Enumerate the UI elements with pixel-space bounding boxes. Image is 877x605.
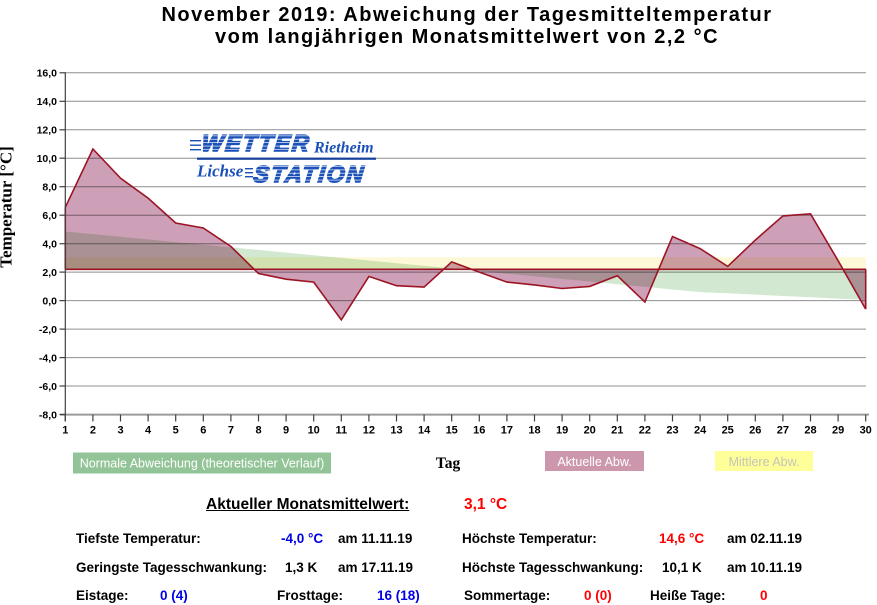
svg-text:16: 16 (473, 425, 485, 437)
svg-text:4,0: 4,0 (42, 239, 57, 251)
svg-text:-2,0: -2,0 (39, 324, 57, 336)
svg-text:8: 8 (255, 425, 261, 437)
svg-text:18: 18 (528, 425, 540, 437)
svg-text:Rietheim: Rietheim (313, 139, 374, 156)
svg-text:6,0: 6,0 (42, 210, 57, 222)
svg-text:2,0: 2,0 (42, 267, 57, 279)
svg-text:22: 22 (639, 425, 651, 437)
svg-text:Tag: Tag (436, 455, 461, 472)
svg-text:14: 14 (418, 425, 431, 437)
svg-text:25: 25 (722, 425, 734, 437)
svg-text:4: 4 (145, 425, 152, 437)
svg-text:9: 9 (283, 425, 289, 437)
svg-text:21: 21 (611, 425, 623, 437)
svg-text:12: 12 (363, 425, 375, 437)
svg-text:11: 11 (335, 425, 347, 437)
svg-text:7: 7 (228, 425, 234, 437)
svg-text:20: 20 (584, 425, 596, 437)
svg-text:24: 24 (694, 425, 707, 437)
svg-text:1: 1 (62, 425, 68, 437)
svg-text:Mittlere Abw.: Mittlere Abw. (729, 455, 800, 469)
svg-text:3: 3 (117, 425, 123, 437)
svg-text:-6,0: -6,0 (39, 381, 57, 393)
svg-text:10,0: 10,0 (37, 153, 58, 165)
svg-text:Aktuelle Abw.: Aktuelle Abw. (557, 455, 631, 469)
svg-text:0,0: 0,0 (42, 295, 57, 307)
svg-text:12,0: 12,0 (37, 125, 58, 137)
svg-text:5: 5 (173, 425, 179, 437)
svg-text:29: 29 (832, 425, 844, 437)
svg-text:Temperatur [°C]: Temperatur [°C] (0, 146, 16, 268)
svg-text:2: 2 (90, 425, 96, 437)
svg-text:28: 28 (804, 425, 816, 437)
svg-text:STATION: STATION (252, 161, 366, 187)
svg-text:10: 10 (308, 425, 320, 437)
svg-text:14,0: 14,0 (37, 96, 58, 108)
svg-text:13: 13 (390, 425, 402, 437)
svg-text:8,0: 8,0 (42, 182, 57, 194)
svg-text:6: 6 (200, 425, 206, 437)
svg-text:Normale Abweichung (theoretisc: Normale Abweichung (theoretischer Verlau… (80, 457, 325, 471)
svg-text:23: 23 (666, 425, 678, 437)
svg-text:30: 30 (860, 425, 872, 437)
svg-text:-4,0: -4,0 (39, 352, 57, 364)
svg-text:26: 26 (749, 425, 761, 437)
svg-text:Lichse: Lichse (196, 161, 244, 180)
svg-text:19: 19 (556, 425, 568, 437)
svg-text:15: 15 (446, 425, 458, 437)
svg-text:WETTER: WETTER (200, 130, 312, 156)
svg-text:17: 17 (501, 425, 513, 437)
svg-text:16,0: 16,0 (37, 68, 58, 80)
svg-text:-8,0: -8,0 (39, 409, 57, 421)
svg-text:27: 27 (777, 425, 789, 437)
